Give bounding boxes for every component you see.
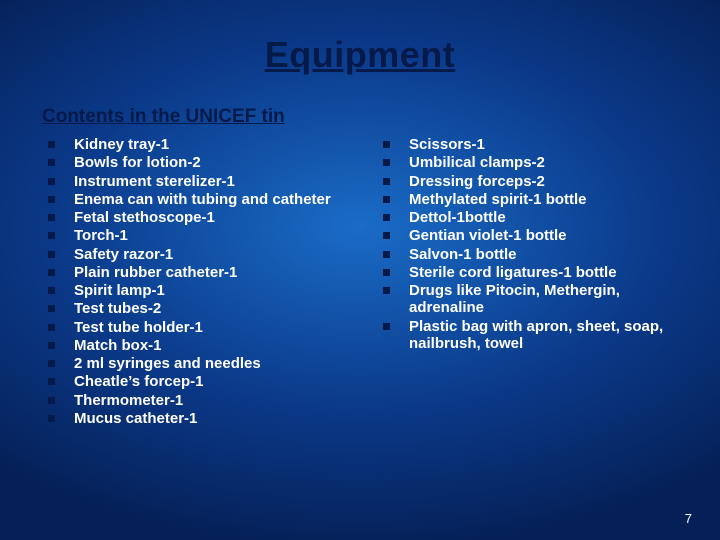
square-bullet-icon [48,178,55,185]
list-item-text: Dettol-1bottle [409,209,506,226]
list-item-text: Salvon-1 bottle [409,246,517,263]
square-bullet-icon [48,378,55,385]
list-item: Drugs like Pitocin, Methergin, adrenalin… [383,282,690,317]
list-item-text: Plastic bag with apron, sheet, soap, nai… [409,318,663,352]
square-bullet-icon [48,360,55,367]
list-item: Instrument sterelizer-1 [48,173,355,190]
list-item-text: Methylated spirit-1 bottle [409,191,587,208]
list-item: Umbilical clamps-2 [383,154,690,171]
square-bullet-icon [48,196,55,203]
list-item-text: Sterile cord ligatures-1 bottle [409,264,617,281]
square-bullet-icon [383,196,390,203]
list-item: Mucus catheter-1 [48,410,355,427]
square-bullet-icon [48,305,55,312]
list-item-text: Scissors-1 [409,136,485,153]
square-bullet-icon [383,159,390,166]
list-item: Match box-1 [48,337,355,354]
square-bullet-icon [383,269,390,276]
list-item: Dressing forceps-2 [383,173,690,190]
list-item-text: Drugs like Pitocin, Methergin, adrenalin… [409,282,620,316]
page-number: 7 [685,511,692,526]
square-bullet-icon [383,232,390,239]
list-item: Test tubes-2 [48,300,355,317]
square-bullet-icon [48,287,55,294]
slide-subtitle: Contents in the UNICEF tin [42,106,285,128]
square-bullet-icon [48,269,55,276]
list-item-text: Safety razor-1 [74,246,173,263]
list-item: Plastic bag with apron, sheet, soap, nai… [383,318,690,353]
list-item: Cheatle’s forcep-1 [48,373,355,390]
list-item-text: Plain rubber catheter-1 [74,264,237,281]
list-item-text: Enema can with tubing and catheter [74,191,331,208]
list-item: Methylated spirit-1 bottle [383,191,690,208]
list-item-text: Instrument sterelizer-1 [74,173,235,190]
list-item: Scissors-1 [383,136,690,153]
list-item-text: Test tube holder-1 [74,319,203,336]
slide-title: Equipment [0,34,720,76]
square-bullet-icon [48,251,55,258]
list-item: Enema can with tubing and catheter [48,191,355,208]
square-bullet-icon [383,251,390,258]
square-bullet-icon [383,214,390,221]
list-item: Kidney tray-1 [48,136,355,153]
list-item: Test tube holder-1 [48,319,355,336]
list-item: Bowls for lotion-2 [48,154,355,171]
list-item-text: Cheatle’s forcep-1 [74,373,204,390]
list-item-text: Kidney tray-1 [74,136,169,153]
square-bullet-icon [48,141,55,148]
square-bullet-icon [48,232,55,239]
right-column: Scissors-1Umbilical clamps-2 Dressing for… [383,136,690,428]
square-bullet-icon [383,287,390,294]
list-item-text: Fetal stethoscope-1 [74,209,215,226]
left-column: Kidney tray-1Bowls for lotion-2 Instrumen… [48,136,355,428]
list-item: Safety razor-1 [48,246,355,263]
square-bullet-icon [48,415,55,422]
list-item-text: 2 ml syringes and needles [74,355,261,372]
list-item: Thermometer-1 [48,392,355,409]
list-item: Fetal stethoscope-1 [48,209,355,226]
square-bullet-icon [383,178,390,185]
list-item: Sterile cord ligatures-1 bottle [383,264,690,281]
list-item: Salvon-1 bottle [383,246,690,263]
square-bullet-icon [48,342,55,349]
list-item: Plain rubber catheter-1 [48,264,355,281]
right-list: Scissors-1Umbilical clamps-2 Dressing for… [383,136,690,352]
left-list: Kidney tray-1Bowls for lotion-2 Instrumen… [48,136,355,427]
list-item-text: Mucus catheter-1 [74,410,197,427]
list-item-text: Umbilical clamps-2 [409,154,545,171]
list-item-text: Dressing forceps-2 [409,173,545,190]
square-bullet-icon [48,324,55,331]
list-item: Torch-1 [48,227,355,244]
list-item: Gentian violet-1 bottle [383,227,690,244]
list-item: Spirit lamp-1 [48,282,355,299]
list-item-text: Torch-1 [74,227,128,244]
square-bullet-icon [383,323,390,330]
list-item-text: Match box-1 [74,337,162,354]
slide: Equipment Contents in the UNICEF tin Kid… [0,0,720,540]
list-item: 2 ml syringes and needles [48,355,355,372]
list-item: Dettol-1bottle [383,209,690,226]
list-item-text: Spirit lamp-1 [74,282,165,299]
list-item-text: Gentian violet-1 bottle [409,227,567,244]
list-item-text: Test tubes-2 [74,300,161,317]
square-bullet-icon [48,214,55,221]
square-bullet-icon [48,159,55,166]
content-columns: Kidney tray-1Bowls for lotion-2 Instrumen… [48,136,690,428]
square-bullet-icon [48,397,55,404]
list-item-text: Thermometer-1 [74,392,183,409]
list-item-text: Bowls for lotion-2 [74,154,201,171]
square-bullet-icon [383,141,390,148]
